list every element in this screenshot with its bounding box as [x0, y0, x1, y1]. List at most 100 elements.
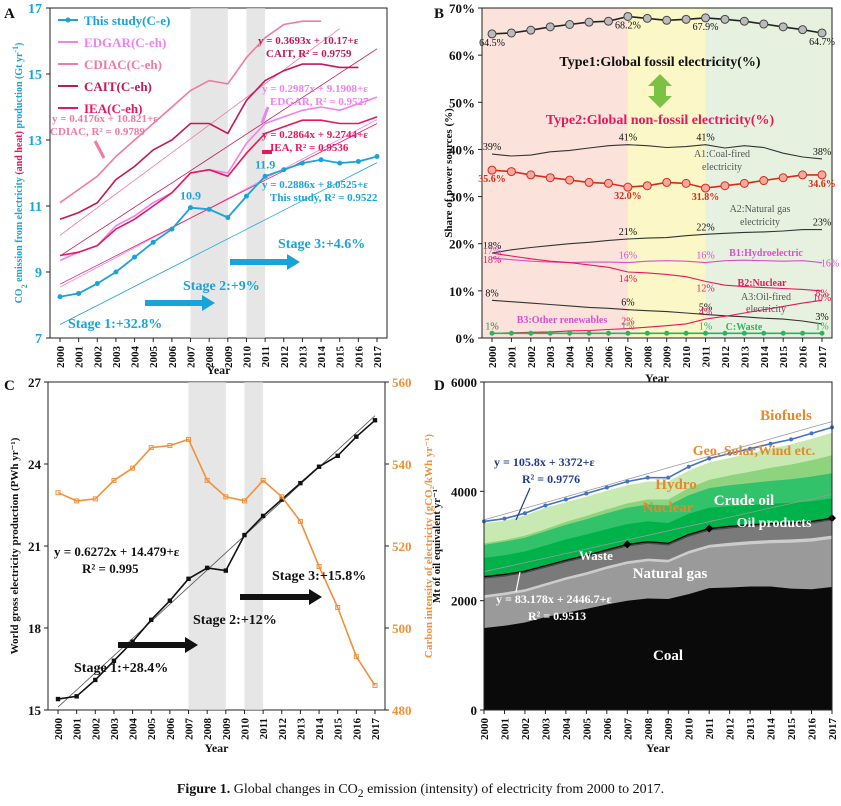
total-point: [604, 485, 609, 490]
series-point: [169, 226, 175, 232]
series-point: [335, 605, 341, 610]
area-layer-label: Natural gas: [633, 566, 708, 582]
share-point: [508, 330, 514, 336]
figure-caption: Figure 1. Global changes in CO2 emission…: [0, 782, 841, 800]
series-point: [372, 682, 378, 688]
shade-band-0: [190, 8, 228, 338]
share-value-label: 31.8%: [692, 192, 720, 203]
y-tick-label: 4000: [451, 484, 477, 499]
x-tick-label: 2001: [74, 346, 86, 368]
x-tick-label: 2003: [545, 346, 557, 369]
share-point: [817, 170, 827, 180]
point-value-label: 10.9: [180, 189, 201, 203]
equation-line1: y = 0.2987x + 9.1908+ε: [262, 83, 368, 95]
share-line-3: [491, 229, 822, 254]
equation-line1: y = 0.6272x + 14.479+ε: [54, 544, 180, 559]
fossil-line: [483, 517, 833, 578]
trend-line-2: [59, 28, 340, 236]
total-point: [666, 475, 671, 480]
share-point: [798, 170, 808, 180]
series-point: [148, 445, 154, 451]
series-point: [132, 254, 138, 260]
series-point: [372, 418, 378, 423]
x-tick-label: 2010: [681, 346, 693, 369]
x-tick-label: 2001: [506, 346, 518, 368]
share-value-label: 32.0%: [614, 191, 642, 202]
x-tick-label: 2011: [704, 718, 716, 739]
series-point: [279, 494, 285, 500]
x-tick-label: 2004: [561, 718, 573, 741]
x-tick-label: 2012: [279, 346, 291, 369]
series-point: [55, 490, 61, 496]
x-tick-label: 2016: [351, 718, 363, 741]
x-tick-label: 2005: [148, 346, 160, 369]
share-point: [586, 330, 592, 336]
share-point: [681, 178, 691, 188]
series-point: [279, 497, 284, 502]
series-line-2: [59, 20, 322, 204]
x-tick-label: 2017: [370, 718, 382, 741]
total-point: [543, 503, 548, 508]
x-tick-label: 2009: [221, 718, 233, 741]
share-point: [703, 330, 709, 336]
legend-entry: This study(C-e): [84, 13, 170, 28]
total-point: [686, 464, 691, 469]
equation-bottom-line1: y = 83.178x + 2446.7+ε: [496, 592, 612, 606]
y-tick-label: 15: [28, 68, 42, 83]
series-name-label: B2:Nuclear: [738, 278, 787, 289]
series-name-label: electricity: [702, 162, 742, 173]
y-axis-title-part: CO: [14, 288, 25, 303]
shade-band-1: [246, 8, 266, 338]
share-value-label: 21%: [619, 227, 637, 238]
x-tick-label: 2013: [745, 718, 757, 741]
share-value-label: 1%: [815, 321, 828, 332]
total-line: [483, 426, 833, 523]
share-value-label: 23%: [813, 218, 831, 229]
series-point: [374, 154, 380, 159]
fossil-marker: [705, 524, 714, 533]
area-layer-label: Nuclear: [643, 500, 694, 516]
total-point: [707, 456, 712, 461]
share-point: [565, 175, 575, 185]
panel-letter: C: [4, 378, 15, 394]
y-tick-label: 27: [28, 375, 42, 390]
shade-band-1: [244, 382, 264, 710]
stage-label: Stage 2:+12%: [193, 613, 277, 628]
share-point: [506, 28, 516, 38]
point-value-label: 11.9: [255, 157, 275, 171]
equation-top-line1: y = 105.8x + 3372+ε: [494, 455, 595, 469]
stage-label: Stage 3:+4.6%: [278, 237, 365, 252]
y-tick-label: 9: [35, 266, 42, 281]
series-line-0: [59, 155, 378, 298]
legend-entry: CDIAC(C-eh): [84, 57, 162, 72]
equation-line2: EDGAR, R² = 0.9527: [270, 96, 369, 108]
y-axis-title: CO2 emission from electricity (and heat)…: [11, 43, 29, 304]
trend-line-4: [59, 162, 378, 325]
share-value-label: 8%: [815, 288, 828, 299]
area-layer-label: Crude oil: [714, 493, 774, 509]
series-point: [149, 617, 154, 622]
equation-line2: CAIT, R² = 0.9759: [266, 48, 352, 60]
x-tick-label: 2015: [778, 346, 790, 369]
period-region-0: [482, 8, 628, 338]
x-tick-label: 2017: [827, 718, 839, 741]
series-line-1: [59, 96, 378, 262]
equation-bottom-line2: R² = 0.9513: [528, 609, 586, 623]
y-tick-label: 2000: [451, 594, 477, 609]
share-point: [584, 17, 594, 27]
stage-arrow-1-head: [185, 637, 198, 653]
trend-line-1: [59, 119, 378, 288]
x-tick-label: 2008: [202, 718, 214, 741]
share-point: [489, 330, 495, 336]
panel-b: 0% 10% 20% 30% 40% 50% 60% 70% 2000 2001 2002 2003 2…: [434, 1, 839, 385]
share-point: [644, 330, 650, 336]
y2-tick-label: 480: [392, 703, 412, 718]
x-tick-label: 2007: [622, 718, 634, 741]
series-point: [204, 565, 210, 571]
y-tick-label: 24: [28, 457, 42, 472]
cdiac-pointer: [93, 140, 106, 159]
y-axis-title: Mt of oil equivalent yr⁻¹: [431, 489, 443, 603]
x-tick-label: 2014: [766, 718, 778, 741]
share-point: [506, 167, 516, 177]
